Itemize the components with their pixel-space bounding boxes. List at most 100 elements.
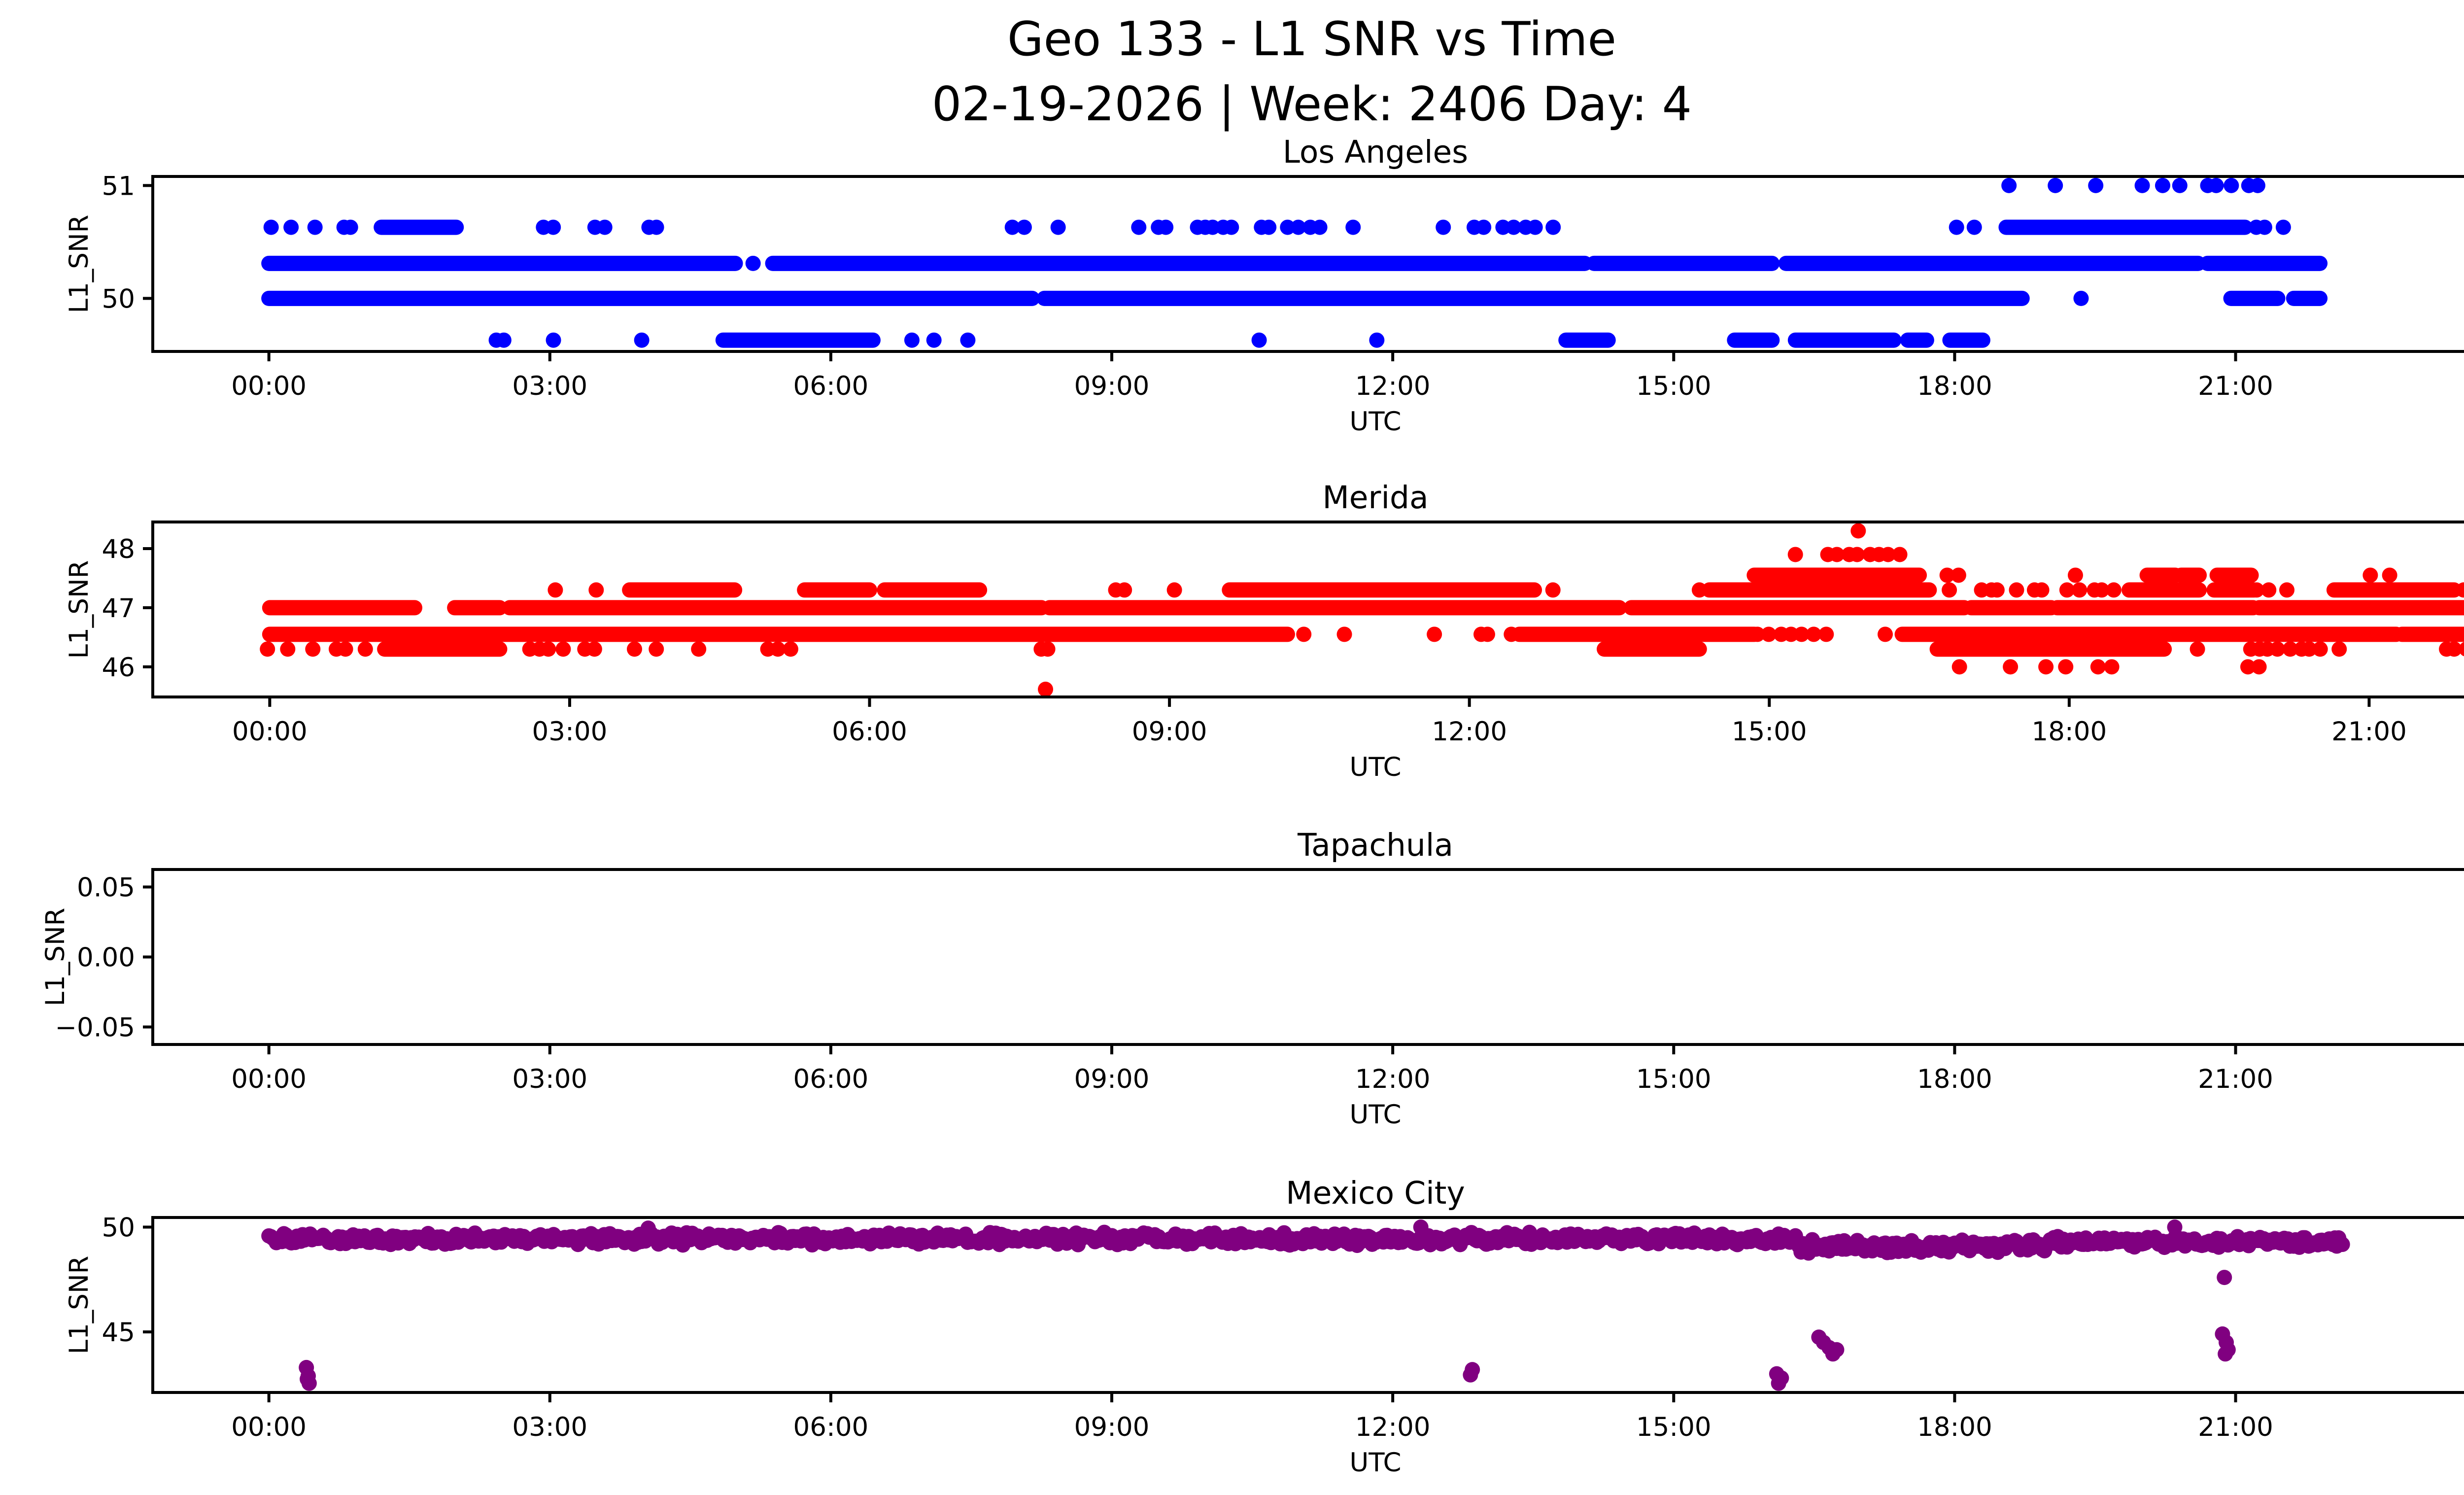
data-point: [1427, 626, 1442, 642]
x-axis-label: UTC: [1349, 752, 1401, 782]
data-band: [622, 582, 743, 598]
data-point: [2446, 641, 2462, 657]
data-point: [1794, 626, 1810, 642]
data-band: [715, 332, 881, 348]
y-axis-label: L1_SNR: [64, 215, 94, 313]
data-point: [2301, 641, 2317, 657]
data-point: [307, 219, 323, 235]
x-tick-label: 18:00: [1917, 371, 1992, 401]
data-point: [649, 641, 664, 657]
x-tick-label: 00:00: [231, 1412, 307, 1442]
data-point: [2218, 1346, 2233, 1362]
data-band: [765, 255, 1593, 271]
data-band: [1963, 600, 2059, 616]
data-point: [2208, 177, 2224, 193]
axes-spine: [151, 1216, 2464, 1394]
data-point: [2038, 659, 2054, 675]
data-point: [1849, 547, 1865, 562]
data-point: [634, 332, 650, 348]
x-tick-label: 12:00: [1432, 717, 1507, 747]
data-band: [1511, 626, 1762, 642]
data-band: [877, 582, 988, 598]
y-axis-label: L1_SNR: [64, 560, 94, 659]
data-point: [2094, 582, 2110, 598]
data-point: [904, 332, 920, 348]
data-point: [960, 332, 976, 348]
data-point: [627, 641, 643, 657]
x-tick-label: 03:00: [512, 371, 587, 401]
scatter-series-merida: [260, 523, 2464, 697]
x-tick-label: 21:00: [2198, 371, 2273, 401]
data-point: [1818, 626, 1834, 642]
y-tick-label: 51: [102, 171, 135, 201]
data-point: [2003, 659, 2019, 675]
data-point: [2167, 1219, 2183, 1235]
data-point: [1413, 1219, 1429, 1235]
data-point: [2275, 219, 2291, 235]
data-point: [1345, 219, 1361, 235]
data-point: [1465, 1362, 1480, 1378]
data-point: [1476, 219, 1492, 235]
data-point: [2279, 582, 2295, 598]
data-point: [2240, 659, 2256, 675]
data-band: [502, 600, 1049, 616]
data-point: [2090, 659, 2106, 675]
data-band: [262, 600, 422, 616]
x-tick-label: 00:00: [232, 717, 308, 747]
x-tick-label: 06:00: [793, 371, 869, 401]
figure-subtitle: 02-19-2026 | Week: 2406 Day: 4: [932, 77, 1692, 132]
subplot-title-tapachula: Tapachula: [1297, 827, 1453, 863]
data-point: [1436, 219, 1451, 235]
data-point: [541, 641, 556, 657]
data-point: [1290, 219, 1306, 235]
y-tick-label: 0.05: [77, 873, 135, 903]
data-band: [2251, 600, 2464, 616]
data-band: [1727, 332, 1780, 348]
data-point: [555, 641, 571, 657]
data-band: [1894, 626, 2404, 642]
data-point: [1251, 332, 1267, 348]
data-point: [2382, 567, 2397, 583]
data-band: [1929, 641, 2172, 657]
data-point: [1949, 219, 1964, 235]
data-band: [377, 641, 508, 657]
data-band: [262, 626, 1295, 642]
data-point: [2059, 582, 2075, 598]
x-tick-label: 09:00: [1132, 717, 1207, 747]
data-point: [2250, 177, 2265, 193]
x-axis-label: UTC: [1349, 407, 1401, 437]
data-point: [1829, 547, 1845, 562]
data-band: [261, 290, 1040, 306]
data-band: [1558, 332, 1616, 348]
data-point: [1951, 659, 1967, 675]
data-point: [1892, 547, 1908, 562]
subplot-merida: Merida 48 47 46 00:00 03:00 06:00 09:00 12:00 15:…: [64, 480, 2464, 782]
data-point: [2048, 177, 2063, 193]
data-point: [1783, 626, 1799, 642]
data-point: [546, 219, 561, 235]
y-axis-label: L1_SNR: [64, 1256, 94, 1355]
x-axis-label: UTC: [1349, 1100, 1401, 1130]
x-tick-label: 21:00: [2198, 1412, 2273, 1442]
data-point: [1878, 626, 1893, 642]
data-point: [1158, 219, 1174, 235]
data-point: [691, 641, 707, 657]
figure-title: Geo 133 - L1 SNR vs Time: [1007, 12, 1616, 67]
x-tick-label: 21:00: [2198, 1064, 2273, 1094]
x-tick-label: 09:00: [1074, 371, 1150, 401]
data-point: [305, 641, 321, 657]
x-tick-label: 18:00: [1917, 1412, 1992, 1442]
data-band: [1702, 582, 1937, 598]
data-point: [1280, 219, 1296, 235]
data-point: [2251, 659, 2267, 675]
data-band: [2286, 290, 2328, 306]
data-point: [1040, 641, 1056, 657]
data-point: [2073, 290, 2089, 306]
data-point: [1989, 582, 2005, 598]
data-band: [797, 582, 878, 598]
data-band: [261, 255, 743, 271]
data-band: [1942, 332, 1990, 348]
data-point: [338, 641, 353, 657]
data-band: [2326, 582, 2462, 598]
data-point: [2224, 177, 2239, 193]
